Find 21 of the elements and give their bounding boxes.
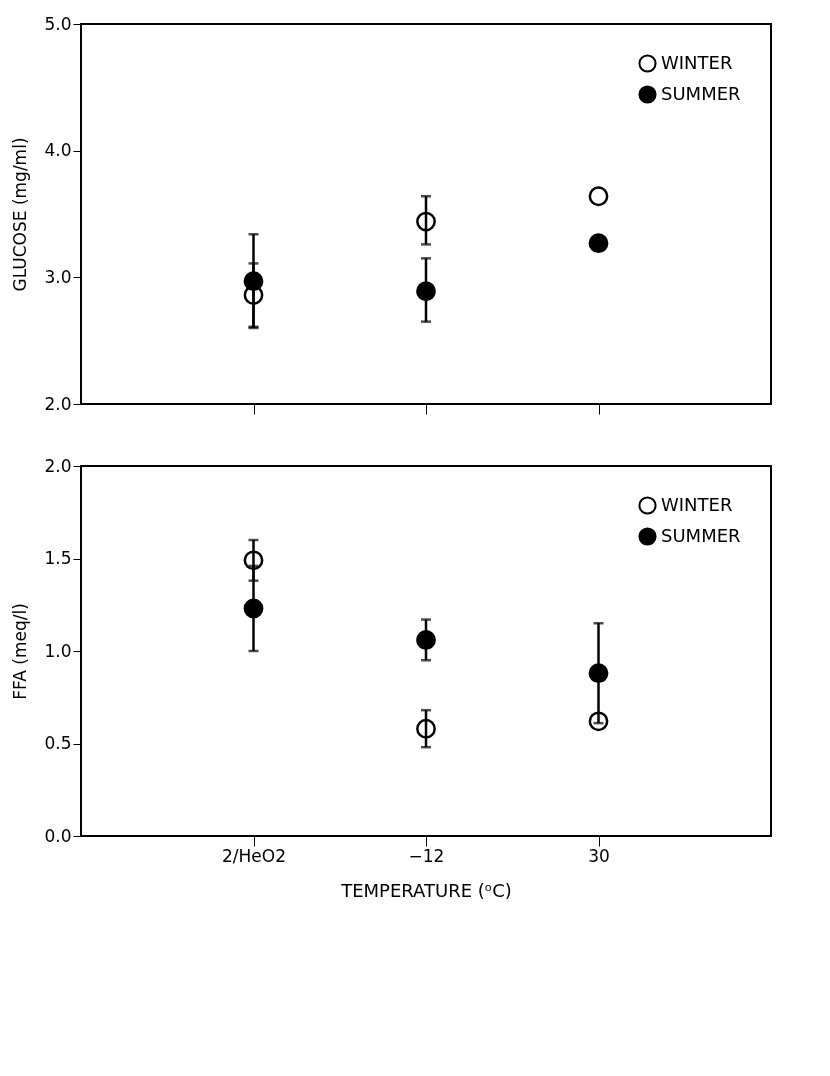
y-tick-label: 1.5 bbox=[44, 548, 72, 568]
y-tick-label: 2.0 bbox=[44, 455, 72, 476]
x-axis-title: TEMPERATURE (ᵒC) bbox=[340, 879, 512, 901]
y-tick-label: 1.0 bbox=[44, 640, 72, 661]
legend-label: SUMMER bbox=[661, 524, 741, 546]
x-tick-label: 2/HeO2 bbox=[222, 845, 286, 866]
y-axis-title: FFA (meq/l) bbox=[10, 603, 31, 700]
y-tick-label: 3.0 bbox=[44, 266, 72, 287]
legend-label: SUMMER bbox=[661, 82, 741, 104]
y-tick-label: 4.0 bbox=[44, 140, 72, 161]
legend-label: WINTER bbox=[661, 51, 733, 73]
y-tick-label: 0.0 bbox=[44, 825, 72, 846]
legend-label: WINTER bbox=[661, 493, 733, 515]
x-tick-label: −12 bbox=[408, 845, 445, 866]
y-tick-label: 0.5 bbox=[44, 733, 72, 753]
y-tick-label: 5.0 bbox=[44, 13, 72, 34]
x-tick-label: 30 bbox=[588, 845, 610, 866]
point bbox=[588, 233, 609, 254]
point bbox=[588, 186, 609, 207]
y-axis-title: GLUCOSE (mg/ml) bbox=[10, 137, 31, 292]
y-tick-label: 2.0 bbox=[44, 393, 72, 414]
